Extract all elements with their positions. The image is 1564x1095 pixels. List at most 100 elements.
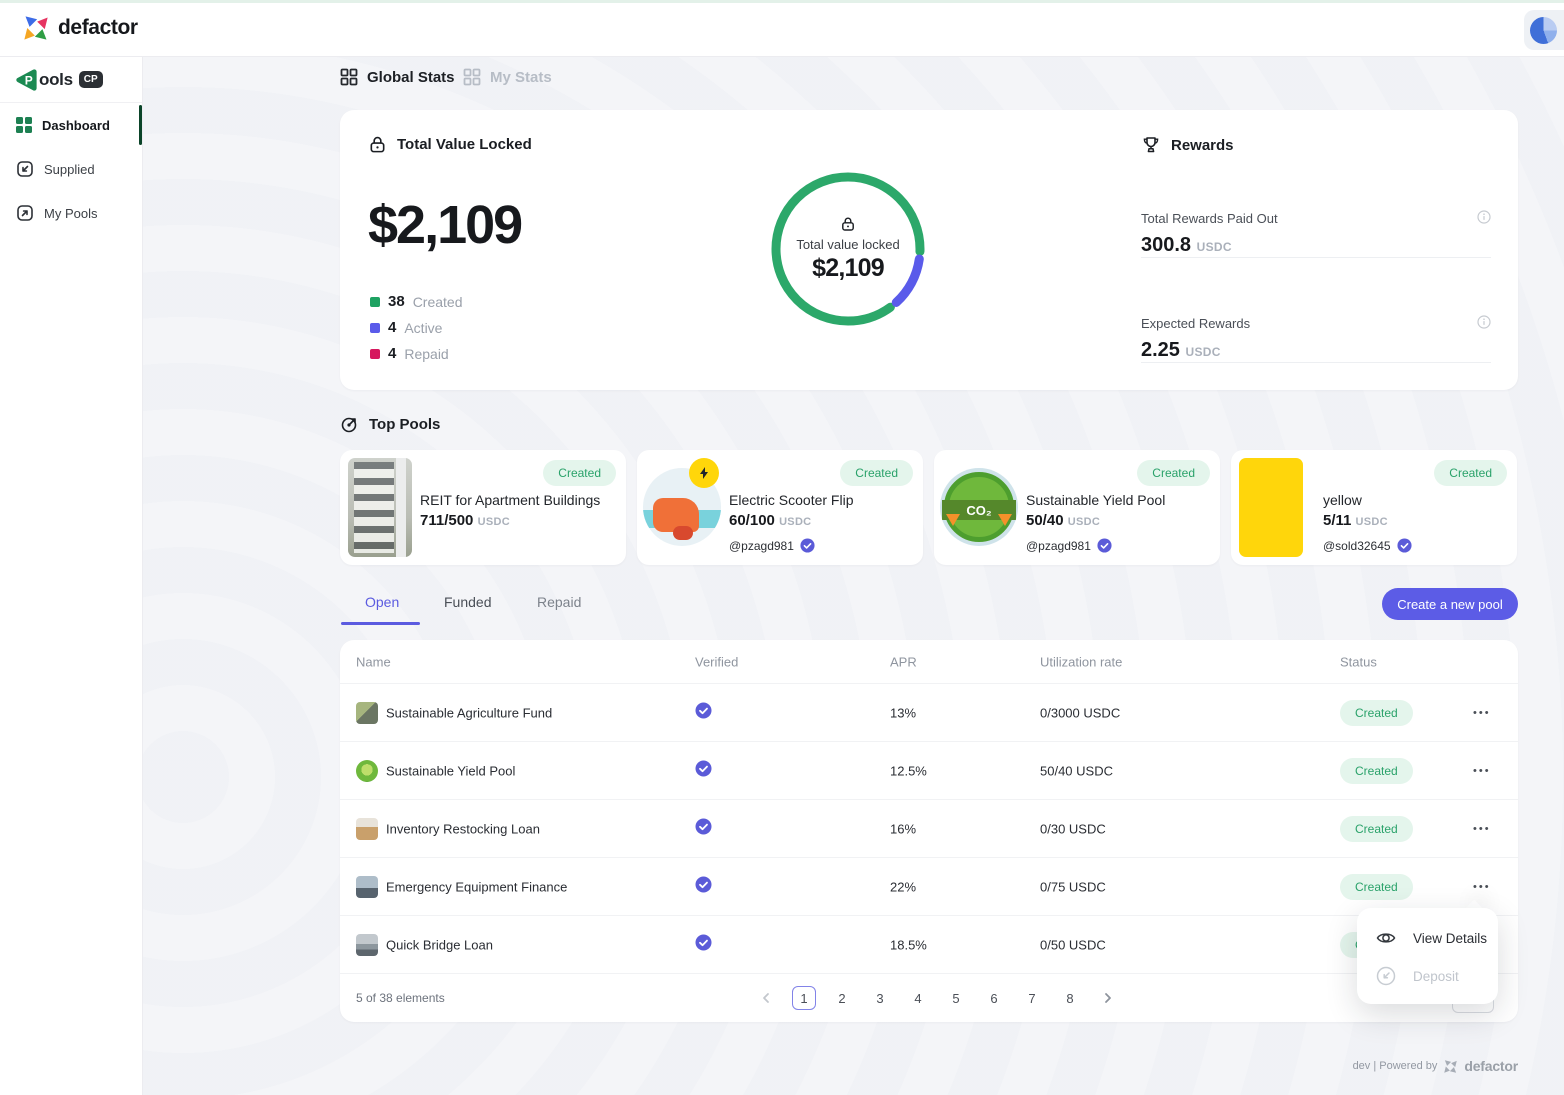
row-apr: 22% [890,879,917,894]
top-accent-strip [0,0,1564,3]
table-row[interactable]: Quick Bridge Loan 18.5% 0/50 USDC Create… [340,916,1518,974]
pool-owner-handle: @sold32645 [1323,538,1412,553]
menu-item-view-details[interactable]: View Details [1357,918,1498,958]
donut-segment-created [771,172,925,326]
pagination-page[interactable]: 8 [1066,990,1074,1006]
pool-image-apartment [348,458,412,557]
tvl-donut-chart: Total value locked $2,109 [768,169,928,329]
defactor-pinwheel-icon-gray [1444,1059,1458,1073]
user-menu[interactable]: B 0 [1524,10,1564,50]
verified-icon [695,702,712,724]
column-name: Name [356,654,391,669]
pool-card-scooter[interactable]: Created Electric Scooter Flip 60/100 USD… [637,450,923,565]
tvl-legend: 38 Created 4 Active 4 Repaid [370,293,463,362]
grid-icon [340,68,358,86]
row-utilization: 0/30 USDC [1040,821,1106,836]
pool-image-co2: CO₂ [940,468,1018,546]
pool-amount: 50/40 USDC [1026,512,1101,529]
row-menu-button[interactable]: ••• [1473,764,1491,777]
pagination-page[interactable]: 5 [952,990,960,1006]
row-menu-button[interactable]: ••• [1473,880,1491,893]
tab-label: Global Stats [367,68,455,86]
supplied-icon [17,161,33,177]
legend-repaid: 4 Repaid [370,345,463,362]
pagination: 1 2 3 4 5 6 7 8 [754,974,1120,1022]
my-pools-icon [17,205,33,221]
sidebar-item-label: Supplied [44,161,95,177]
table-row[interactable]: Sustainable Yield Pool 12.5% 50/40 USDC … [340,742,1518,800]
status-badge: Created [1340,699,1413,726]
legend-value: 38 [388,293,405,310]
legend-swatch-active [370,322,380,333]
user-avatar [1530,16,1557,44]
pools-product-logo[interactable]: P ools CP [0,57,142,103]
row-apr: 16% [890,821,917,836]
pool-amount: 60/100 USDC [729,512,812,529]
row-apr: 12.5% [890,763,927,778]
pagination-prev-icon[interactable] [754,986,778,1010]
donut-center-value: $2,109 [812,253,884,282]
status-badge: Created [1340,815,1413,842]
tvl-amount: $2,109 [368,195,523,255]
verified-icon [695,934,712,956]
row-menu-button[interactable]: ••• [1473,706,1491,719]
info-icon[interactable] [1477,315,1491,334]
tab-open[interactable]: Open [365,594,400,610]
verified-icon [695,760,712,782]
sidebar-item-supplied[interactable]: Supplied [0,147,142,191]
create-new-pool-button[interactable]: Create a new pool [1382,588,1518,620]
verified-icon [695,876,712,898]
table-row[interactable]: Inventory Restocking Loan 16% 0/30 USDC … [340,800,1518,858]
pool-image-yellow [1239,458,1303,557]
legend-value: 4 [388,319,397,336]
pagination-page[interactable]: 2 [838,990,846,1006]
tab-repaid[interactable]: Repaid [537,594,582,610]
pool-thumbnail [356,817,378,840]
footer-env-text: dev | Powered by [1352,1060,1438,1072]
sidebar-item-my-pools[interactable]: My Pools [0,191,142,235]
pool-name: yellow [1323,492,1362,508]
pagination-page[interactable]: 4 [914,990,922,1006]
pool-thumbnail [356,933,378,956]
rewards-paid-value: 300.8 USDC [1141,234,1232,256]
table-row[interactable]: Emergency Equipment Finance 22% 0/75 USD… [340,858,1518,916]
pools-logo-icon: P [16,68,37,91]
table-footer: 5 of 38 elements 1 2 3 4 5 6 7 8 Show 5 [340,974,1518,1022]
verified-icon [1097,538,1112,553]
pagination-next-icon[interactable] [1096,986,1120,1010]
table-row[interactable]: Sustainable Agriculture Fund 13% 0/3000 … [340,684,1518,742]
pagination-page[interactable]: 6 [990,990,998,1006]
pagination-page[interactable]: 3 [876,990,884,1006]
tab-my-stats[interactable]: My Stats [463,68,552,86]
legend-label: Created [412,293,463,310]
column-status: Status [1340,654,1377,669]
status-badge: Created [1340,757,1413,784]
pool-thumbnail [356,701,378,724]
rewards-paid-label: Total Rewards Paid Out [1141,211,1278,226]
pool-image-scooter [643,468,721,546]
status-badge: Created [840,460,913,486]
legend-created: 38 Created [370,293,463,310]
pagination-page[interactable]: 1 [792,986,816,1010]
rewards-title: Rewards [1171,136,1234,154]
pool-card-reit[interactable]: Created REIT for Apartment Buildings 711… [340,450,626,565]
sidebar-item-label: My Pools [44,205,98,221]
row-menu-button[interactable]: ••• [1473,822,1491,835]
pagination-page[interactable]: 7 [1028,990,1036,1006]
pool-card-yellow[interactable]: Created yellow 5/11 USDC @sold32645 [1231,450,1517,565]
tab-funded[interactable]: Funded [444,594,492,610]
menu-item-deposit[interactable]: Deposit [1357,956,1498,996]
pool-amount: 711/500 USDC [420,512,510,529]
pool-card-sustainable-yield[interactable]: CO₂ Created Sustainable Yield Pool 50/40… [934,450,1220,565]
sidebar-item-dashboard[interactable]: Dashboard [0,103,142,147]
row-pool-name: Inventory Restocking Loan [386,821,540,836]
brand-logo[interactable]: defactor [22,14,138,42]
row-pool-name: Sustainable Yield Pool [386,763,516,778]
info-icon[interactable] [1477,210,1491,229]
deposit-icon [1376,966,1396,986]
topbar: defactor B 0 [0,3,1564,57]
status-badge: Created [543,460,616,486]
tab-global-stats[interactable]: Global Stats [340,68,455,86]
column-utilization: Utilization rate [1040,654,1123,669]
verified-icon [695,818,712,840]
